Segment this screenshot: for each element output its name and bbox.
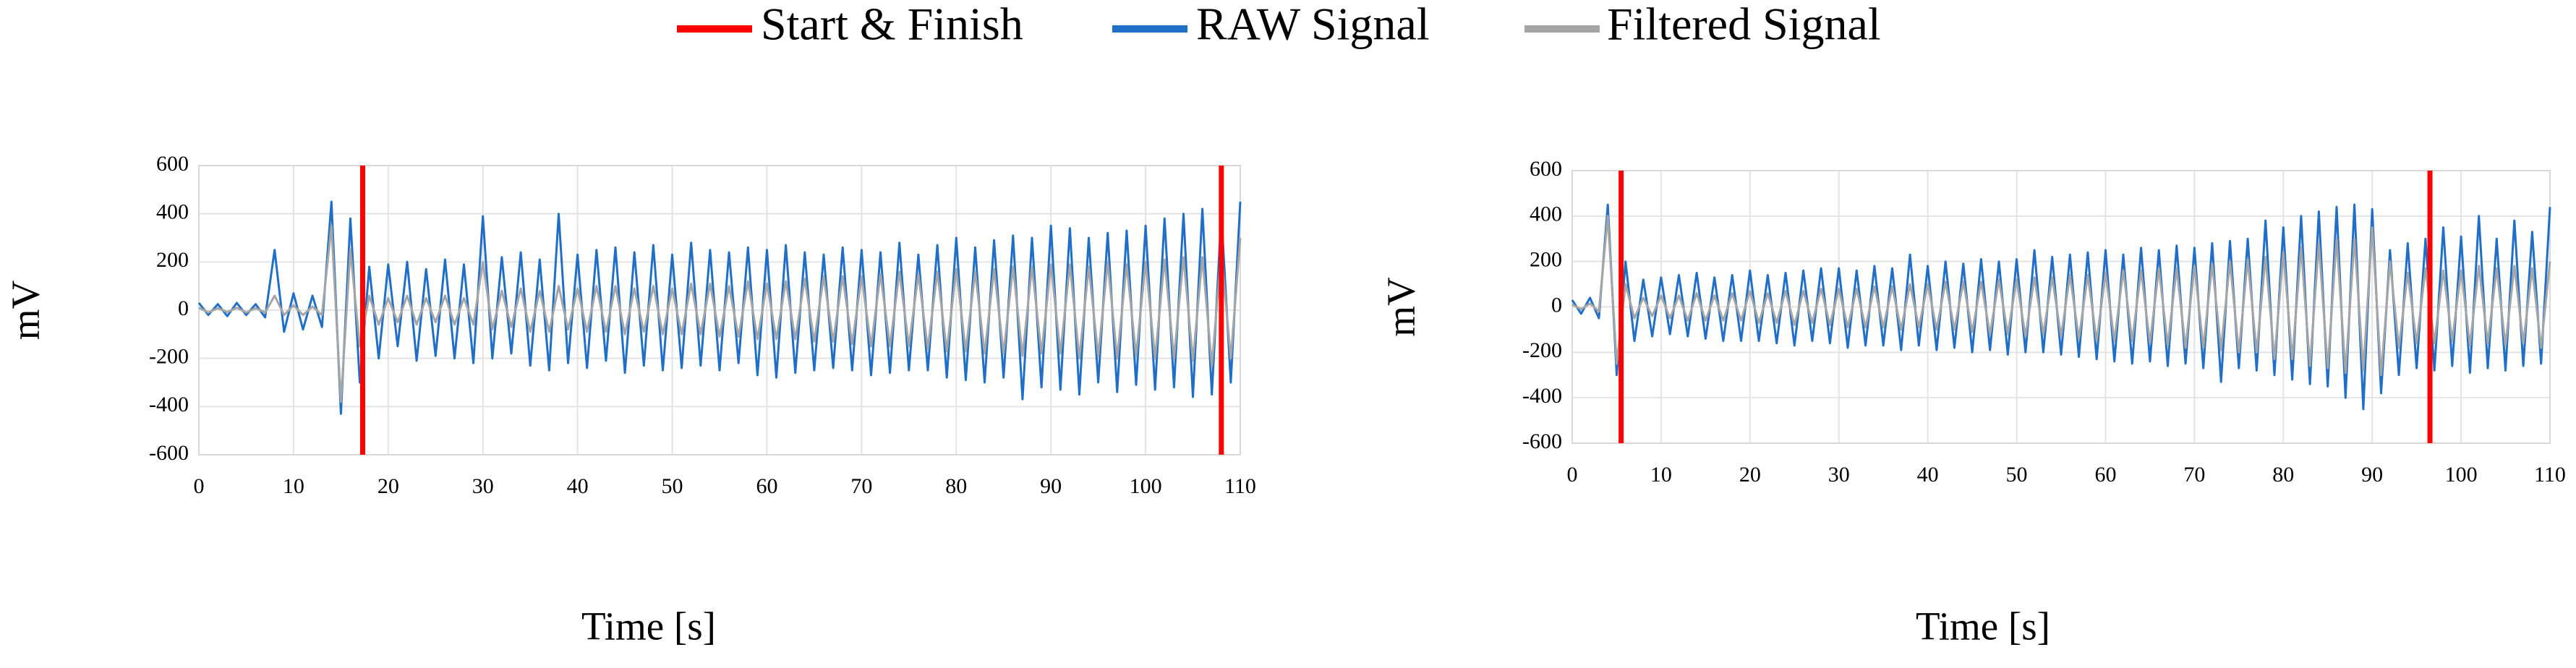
y-axis-title: mV (4, 280, 48, 340)
x-tick-label: 110 (1224, 474, 1256, 498)
x-tick-label: 80 (945, 474, 967, 498)
y-tick-label: 0 (1551, 293, 1562, 317)
plot-border (198, 165, 1241, 455)
signal-line (1571, 215, 2551, 377)
x-tick-label: 0 (1567, 463, 1578, 487)
y-tick-label: -200 (149, 345, 189, 369)
y-tick-label: 400 (156, 200, 189, 224)
x-tick-label: 50 (2006, 463, 2028, 487)
chart: -600 -400 -200 0 200 400 600 0 10 20 30 40 50 60 70 80 9… (4, 152, 1256, 648)
x-tick-label: 30 (472, 474, 494, 498)
x-tick-label: 60 (2094, 463, 2116, 487)
y-tick-label: -600 (1522, 429, 1562, 453)
x-tick-label: 70 (2183, 463, 2205, 487)
y-tick-label: -400 (149, 393, 189, 416)
x-tick-label: 90 (2361, 463, 2383, 487)
x-tick-label: 70 (850, 474, 872, 498)
x-tick-label: 30 (1828, 463, 1850, 487)
x-tick-label: 20 (1739, 463, 1761, 487)
plot-border (1571, 170, 2551, 444)
x-tick-label: 60 (756, 474, 777, 498)
x-axis-title: Time [s] (581, 604, 716, 648)
legend-label: Start & Finish (761, 0, 1023, 50)
x-tick-label: 40 (1917, 463, 1939, 487)
x-tick-label: 20 (378, 474, 399, 498)
x-tick-label: 40 (567, 474, 589, 498)
signal-line (197, 200, 1242, 415)
x-tick-label: 100 (1130, 474, 1162, 498)
y-tick-label: 600 (156, 152, 189, 176)
y-tick-label: -200 (1522, 338, 1562, 362)
x-tick-label: 0 (194, 474, 205, 498)
y-tick-label: 200 (1530, 248, 1562, 272)
legend-label: RAW Signal (1196, 0, 1430, 50)
y-axis-title: mV (1379, 277, 1423, 337)
y-tick-label: -600 (149, 441, 189, 465)
x-tick-label: 10 (283, 474, 304, 498)
x-axis-title: Time [s] (1916, 604, 2050, 648)
x-tick-label: 80 (2272, 463, 2294, 487)
y-tick-label: 400 (1530, 202, 1562, 226)
x-tick-label: 100 (2445, 463, 2478, 487)
y-tick-label: -400 (1522, 384, 1562, 408)
x-tick-label: 90 (1040, 474, 1062, 498)
x-tick-label: 50 (662, 474, 683, 498)
chart: -600 -400 -200 0 200 400 600 0 10 20 30 40 50 60 70 80 9… (1379, 157, 2566, 648)
y-tick-label: 0 (178, 296, 189, 320)
legend-label: Filtered Signal (1607, 0, 1881, 50)
x-tick-label: 10 (1650, 463, 1672, 487)
y-tick-label: 600 (1530, 157, 1562, 181)
x-tick-label: 110 (2534, 463, 2566, 487)
signal-line (198, 224, 1242, 403)
y-tick-label: 200 (156, 248, 189, 272)
